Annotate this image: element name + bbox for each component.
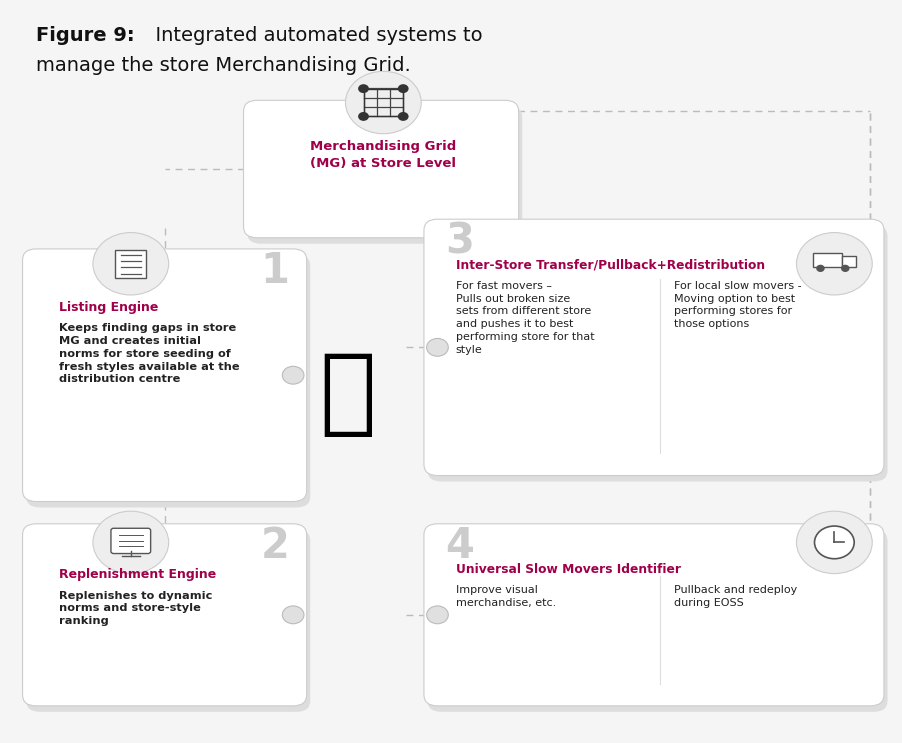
- Text: 1: 1: [261, 250, 290, 292]
- Text: Merchandising Grid
(MG) at Store Level: Merchandising Grid (MG) at Store Level: [310, 140, 456, 170]
- FancyBboxPatch shape: [428, 530, 888, 712]
- Text: Figure 9:: Figure 9:: [36, 26, 134, 45]
- Circle shape: [345, 71, 421, 134]
- Circle shape: [815, 526, 854, 559]
- Circle shape: [93, 511, 169, 574]
- Circle shape: [796, 233, 872, 295]
- Circle shape: [398, 84, 409, 93]
- Text: For fast movers –
Pulls out broken size
sets from different store
and pushes it : For fast movers – Pulls out broken size …: [456, 281, 594, 355]
- Text: Listing Engine: Listing Engine: [59, 301, 158, 314]
- Text: Replenishes to dynamic
norms and store-style
ranking: Replenishes to dynamic norms and store-s…: [59, 591, 212, 626]
- FancyBboxPatch shape: [23, 249, 307, 502]
- FancyBboxPatch shape: [842, 256, 856, 267]
- Text: Improve visual
merchandise, etc.: Improve visual merchandise, etc.: [456, 585, 556, 609]
- Text: Universal Slow Movers Identifier: Universal Slow Movers Identifier: [456, 563, 680, 576]
- FancyBboxPatch shape: [247, 106, 522, 244]
- Text: Keeps finding gaps in store
MG and creates initial
norms for store seeding of
fr: Keeps finding gaps in store MG and creat…: [59, 323, 239, 384]
- Circle shape: [427, 339, 448, 357]
- FancyBboxPatch shape: [428, 225, 888, 481]
- FancyBboxPatch shape: [111, 528, 151, 554]
- Circle shape: [93, 233, 169, 295]
- FancyBboxPatch shape: [813, 253, 842, 267]
- Circle shape: [282, 366, 304, 384]
- Text: 3: 3: [446, 221, 474, 262]
- Circle shape: [842, 265, 849, 271]
- Circle shape: [282, 606, 304, 624]
- Text: 🧠: 🧠: [319, 348, 375, 440]
- Circle shape: [817, 265, 824, 271]
- Text: manage the store Merchandising Grid.: manage the store Merchandising Grid.: [36, 56, 410, 75]
- FancyBboxPatch shape: [424, 524, 884, 706]
- Circle shape: [358, 112, 369, 121]
- Text: 4: 4: [446, 525, 474, 567]
- Text: Integrated automated systems to: Integrated automated systems to: [143, 26, 483, 45]
- FancyBboxPatch shape: [26, 530, 310, 712]
- Text: For local slow movers -
Moving option to best
performing stores for
those option: For local slow movers - Moving option to…: [674, 281, 802, 329]
- Circle shape: [398, 112, 409, 121]
- FancyBboxPatch shape: [23, 524, 307, 706]
- FancyBboxPatch shape: [115, 250, 146, 278]
- Circle shape: [427, 606, 448, 624]
- Circle shape: [796, 511, 872, 574]
- Text: Inter-Store Transfer/Pullback+Redistribution: Inter-Store Transfer/Pullback+Redistribu…: [456, 259, 765, 271]
- Text: Pullback and redeploy
during EOSS: Pullback and redeploy during EOSS: [674, 585, 797, 609]
- FancyBboxPatch shape: [424, 219, 884, 476]
- FancyBboxPatch shape: [26, 255, 310, 507]
- Circle shape: [358, 84, 369, 93]
- FancyBboxPatch shape: [244, 100, 519, 238]
- Text: Replenishment Engine: Replenishment Engine: [59, 568, 216, 581]
- Text: 2: 2: [261, 525, 290, 567]
